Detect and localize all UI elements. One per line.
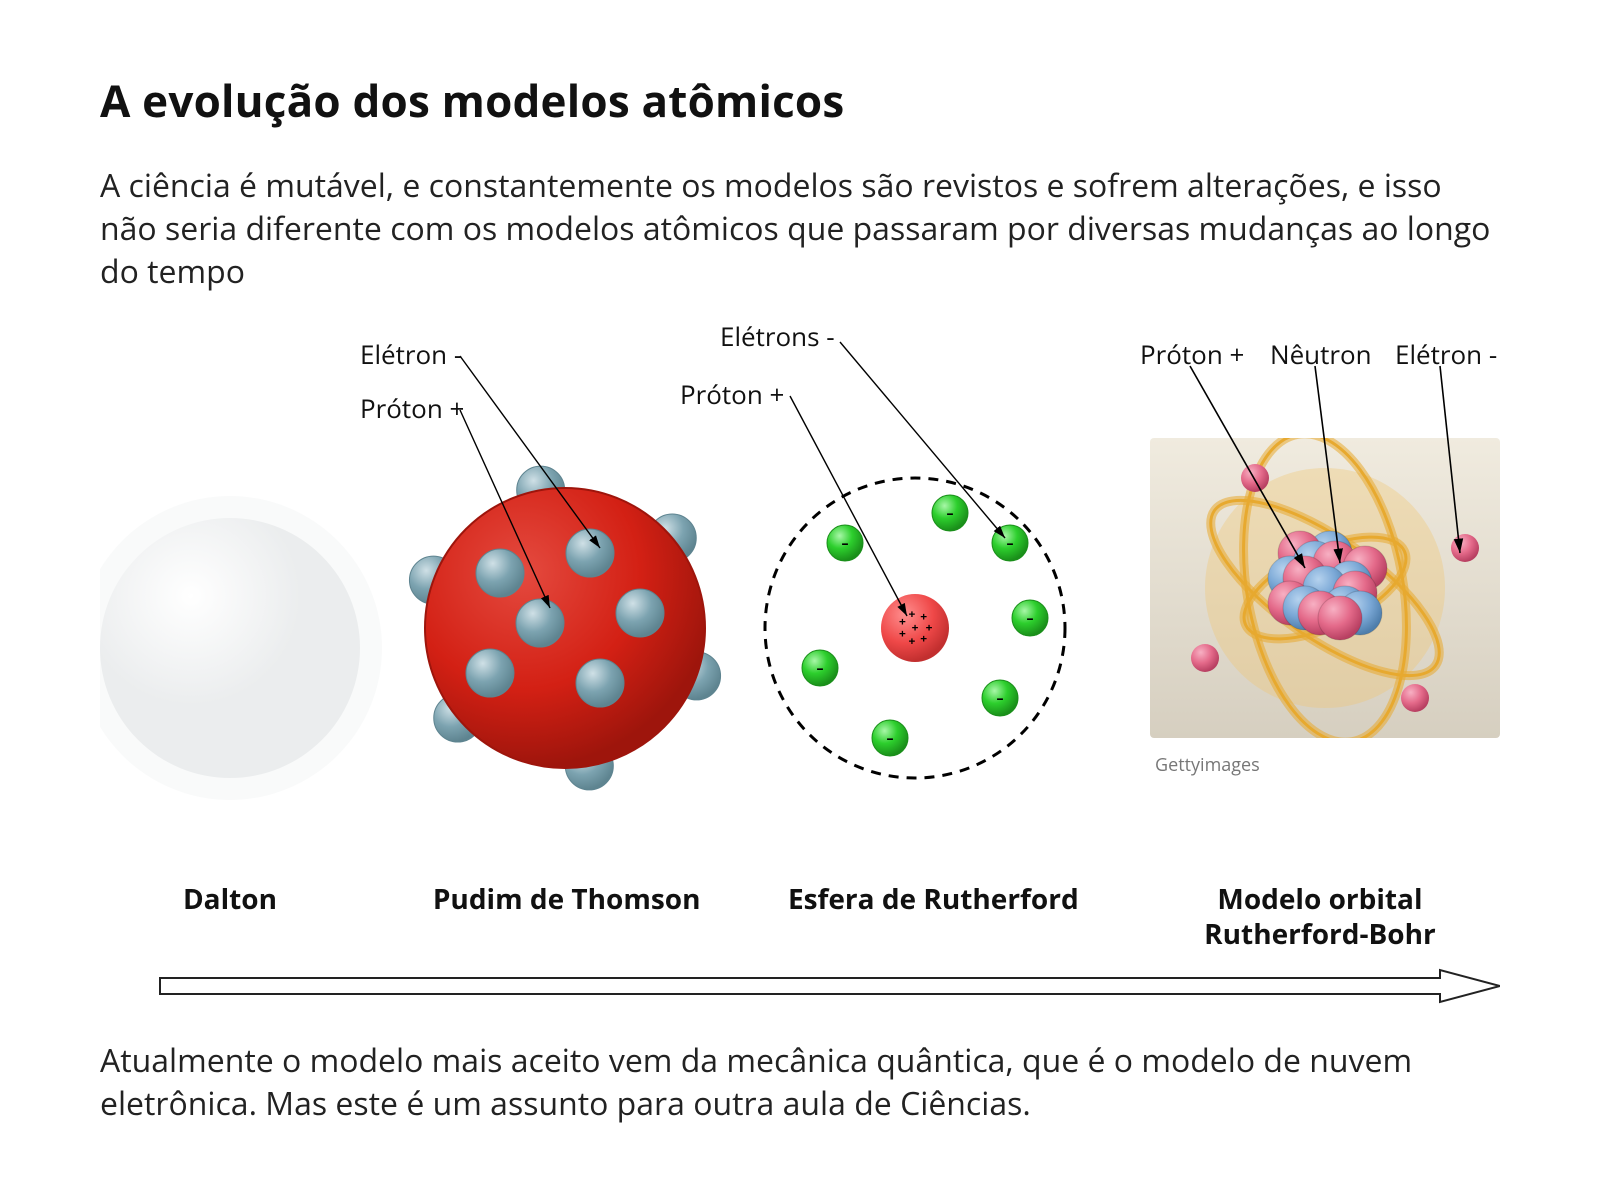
label-rutherford-electrons: Elétrons - — [720, 318, 835, 354]
caption-dalton: Dalton — [100, 882, 360, 952]
models-figure: ++++++++––––––– Elétron - Próton + Elétr… — [100, 318, 1500, 878]
svg-text:–: – — [887, 729, 894, 748]
intro-paragraph: A ciência é mutável, e constantemente os… — [100, 164, 1500, 294]
caption-bohr: Modelo orbital Rutherford-Bohr — [1140, 882, 1500, 952]
label-bohr-proton: Próton + — [1140, 336, 1244, 372]
svg-text:–: – — [1027, 609, 1034, 628]
svg-text:–: – — [947, 504, 954, 523]
label-thomson-proton: Próton + — [360, 390, 464, 426]
svg-text:–: – — [997, 689, 1004, 708]
page-title: A evolução dos modelos atômicos — [100, 70, 1500, 130]
svg-text:–: – — [817, 659, 824, 678]
timeline-arrow — [100, 966, 1500, 1006]
svg-text:–: – — [1007, 534, 1014, 553]
caption-thomson: Pudim de Thomson — [407, 882, 727, 952]
image-credit: Gettyimages — [1155, 753, 1260, 777]
label-bohr-neutron: Nêutron — [1270, 336, 1372, 372]
svg-text:+: + — [920, 608, 927, 625]
svg-text:+: + — [912, 619, 919, 636]
label-rutherford-proton: Próton + — [680, 376, 784, 412]
captions-row: Dalton Pudim de Thomson Esfera de Ruther… — [100, 882, 1500, 952]
svg-text:+: + — [899, 612, 906, 629]
svg-text:+: + — [920, 630, 927, 647]
svg-text:–: – — [842, 534, 849, 553]
outro-paragraph: Atualmente o modelo mais aceito vem da m… — [100, 1039, 1500, 1125]
label-thomson-electron: Elétron - — [360, 336, 462, 372]
caption-rutherford: Esfera de Rutherford — [773, 882, 1093, 952]
label-bohr-electron: Elétron - — [1395, 336, 1497, 372]
